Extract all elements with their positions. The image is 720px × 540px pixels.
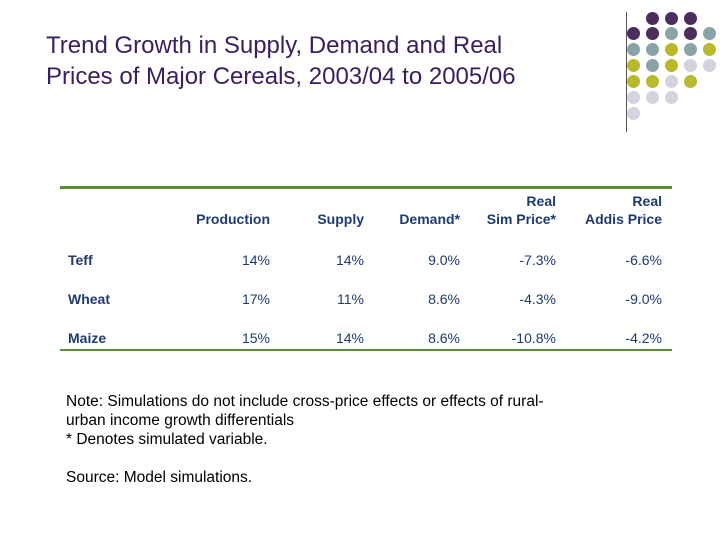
slide-title-line-2: Prices of Major Cereals, 2003/04 to 2005… [46, 63, 516, 90]
decor-dot [703, 59, 716, 72]
decor-dot [684, 12, 697, 25]
row-label-teff: Teff [68, 252, 93, 268]
column-header-line-1: Real [526, 193, 556, 209]
decor-dot [665, 59, 678, 72]
table-cell: 8.6% [428, 291, 460, 307]
source-note: Source: Model simulations. [66, 469, 253, 486]
table-cell: 14% [335, 330, 364, 346]
note-line-2: urban income growth differentials [66, 412, 295, 429]
note-spacer [66, 449, 646, 468]
column-header-real-addis-price: Real Addis Price [585, 192, 662, 228]
decor-dot [646, 27, 659, 40]
decor-dot [646, 43, 659, 56]
table-cell: -4.3% [519, 291, 556, 307]
column-header-line-2: Supply [317, 211, 364, 227]
note-line-1: Note: Simulations do not include cross-p… [66, 393, 544, 410]
table-cell: 15% [241, 330, 270, 346]
decor-dot [665, 27, 678, 40]
decor-dot [627, 43, 640, 56]
column-header-line-2: Demand* [399, 211, 460, 227]
decor-dot [665, 12, 678, 25]
table-cell: 17% [241, 291, 270, 307]
column-header-real-sim-price: Real Sim Price* [487, 192, 556, 228]
cereal-growth-table: Production Supply Demand* Real Sim Price… [60, 186, 672, 351]
decor-dot [665, 75, 678, 88]
column-header-line-1: Real [632, 193, 662, 209]
slide-title: Trend Growth in Supply, Demand and Real … [46, 30, 606, 92]
table-bottom-rule [60, 349, 672, 351]
decor-dot [665, 91, 678, 104]
note-asterisk: * Denotes simulated variable. [66, 431, 268, 448]
decorative-divider [626, 12, 627, 132]
table-top-rule [60, 186, 672, 189]
decor-dot [703, 43, 716, 56]
decor-dot [627, 91, 640, 104]
decorative-dot-grid [0, 0, 720, 140]
table-cell: -6.6% [625, 252, 662, 268]
decor-dot [627, 75, 640, 88]
row-label-maize: Maize [68, 330, 107, 346]
table-cell: -10.8% [511, 330, 556, 346]
decor-dot [646, 59, 659, 72]
table-cell: 9.0% [428, 252, 460, 268]
decor-dot [646, 75, 659, 88]
decor-dot [627, 27, 640, 40]
column-header-line-2: Sim Price* [486, 211, 556, 227]
row-label-wheat: Wheat [68, 291, 110, 307]
decor-dot [646, 91, 659, 104]
column-header-line-2: Addis Price [584, 211, 662, 227]
table-cell: -4.2% [625, 330, 662, 346]
decor-dot [684, 75, 697, 88]
notes-block: Note: Simulations do not include cross-p… [66, 392, 646, 487]
table-cell: 11% [337, 291, 364, 307]
decor-dot [684, 27, 697, 40]
column-header-line-2: Production [196, 211, 270, 227]
decor-dot [684, 59, 697, 72]
decor-dot [627, 59, 640, 72]
decor-dot [646, 12, 659, 25]
decor-dot [684, 43, 697, 56]
table-cell: -7.3% [519, 252, 556, 268]
slide-title-line-1: Trend Growth in Supply, Demand and Real [46, 32, 503, 59]
table-cell: 14% [241, 252, 270, 268]
table-cell: -9.0% [625, 291, 662, 307]
decor-dot [665, 43, 678, 56]
decor-dot [703, 27, 716, 40]
table-cell: 8.6% [428, 330, 460, 346]
table-cell: 14% [335, 252, 364, 268]
decor-dot [627, 107, 640, 120]
